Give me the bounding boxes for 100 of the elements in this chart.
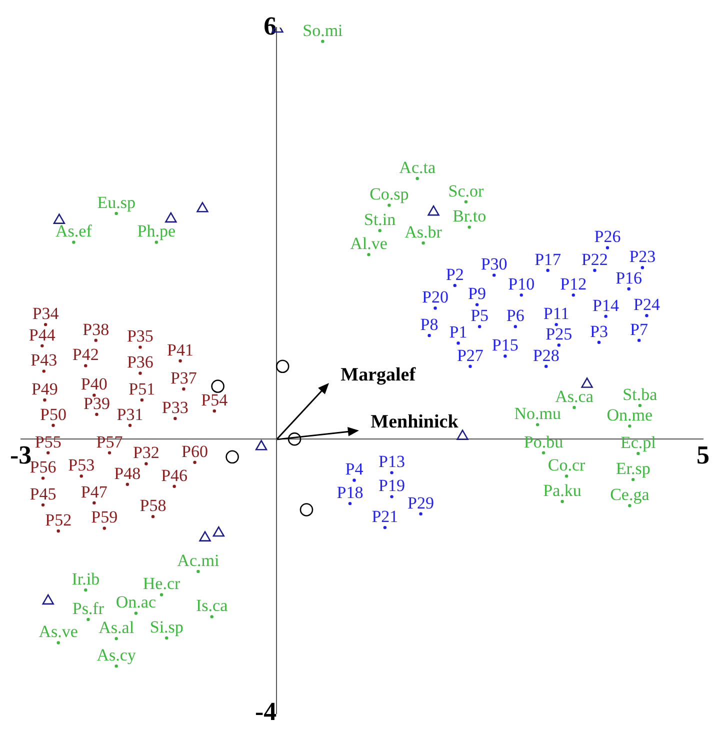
point <box>160 593 164 596</box>
point <box>40 344 44 348</box>
point <box>628 504 632 508</box>
data-label: As.ve <box>38 622 78 642</box>
point <box>165 212 177 223</box>
data-label: P9 <box>468 284 486 304</box>
point <box>581 378 593 388</box>
data-label: P13 <box>378 452 405 472</box>
data-label: P27 <box>456 346 484 365</box>
point <box>43 398 46 402</box>
data-label: Ph.pe <box>137 222 176 241</box>
data-label: P16 <box>616 268 642 288</box>
x-tick-label: 5 <box>696 440 710 470</box>
data-label: P35 <box>126 326 154 346</box>
annotation: Margalef <box>340 364 416 386</box>
point <box>84 364 88 368</box>
point <box>637 338 641 342</box>
data-label: P48 <box>114 464 141 483</box>
data-label: Co.cr <box>548 456 586 475</box>
point <box>126 482 130 486</box>
point <box>564 474 568 478</box>
data-label: P51 <box>128 379 156 398</box>
data-label: Pa.ku <box>543 480 582 500</box>
data-label: P58 <box>140 496 166 516</box>
point <box>174 416 177 420</box>
data-label: Sc.or <box>448 181 484 200</box>
data-label: P39 <box>83 394 110 413</box>
data-label: P1 <box>449 322 468 342</box>
point <box>422 241 425 245</box>
data-label: Eu.sp <box>97 192 136 212</box>
point <box>542 451 546 454</box>
data-label: P24 <box>633 295 660 314</box>
point <box>199 531 211 542</box>
data-label: P26 <box>594 227 621 246</box>
data-label: P53 <box>68 456 95 475</box>
data-label: Br.to <box>452 206 486 226</box>
point <box>520 293 523 297</box>
point <box>388 204 391 207</box>
data-label: P44 <box>28 325 56 344</box>
data-label: On.ac <box>116 592 156 612</box>
point <box>52 424 55 427</box>
data-label: P22 <box>581 250 608 269</box>
point <box>178 359 182 362</box>
data-label: As.ca <box>555 387 594 406</box>
point <box>182 387 186 391</box>
point <box>84 588 88 592</box>
data-label: P45 <box>30 484 56 504</box>
data-label: P15 <box>492 336 518 355</box>
point <box>416 176 419 180</box>
point <box>94 338 98 342</box>
data-label: P23 <box>629 247 656 266</box>
data-label: As.br <box>404 222 442 242</box>
point <box>172 484 176 488</box>
point <box>544 364 548 368</box>
data-label: P46 <box>161 466 188 485</box>
point <box>536 423 540 426</box>
point <box>138 346 142 349</box>
data-label: On.me <box>606 406 653 425</box>
point <box>193 460 196 464</box>
point <box>138 372 142 375</box>
point <box>468 364 472 368</box>
point <box>72 240 76 244</box>
point <box>42 594 54 605</box>
data-label: Ir.ib <box>72 569 100 588</box>
data-label: St.ba <box>622 384 658 404</box>
annotation: Menhinick <box>370 411 459 432</box>
point <box>475 303 479 306</box>
data-label: So.mi <box>302 20 344 40</box>
point <box>640 266 644 270</box>
data-label: P18 <box>336 483 364 502</box>
data-label: P25 <box>546 324 572 344</box>
point <box>44 322 48 326</box>
data-label: P59 <box>91 508 118 527</box>
point <box>276 360 290 374</box>
data-label: As.al <box>98 618 134 638</box>
point <box>196 202 208 212</box>
point <box>352 478 356 482</box>
point <box>383 526 387 530</box>
point <box>593 268 596 272</box>
point <box>196 570 200 574</box>
point <box>56 641 60 644</box>
point <box>572 406 576 410</box>
point <box>464 200 468 204</box>
point <box>42 370 46 373</box>
data-label: P21 <box>372 507 398 526</box>
data-label: P60 <box>182 442 208 461</box>
data-label: P6 <box>506 306 524 326</box>
point <box>478 325 482 328</box>
data-label: Ac.ta <box>399 158 436 177</box>
point <box>604 314 608 318</box>
data-label: P42 <box>72 345 99 364</box>
data-label: P56 <box>30 458 56 477</box>
point <box>367 253 370 256</box>
point <box>456 341 460 345</box>
point <box>226 450 239 464</box>
data-label: P36 <box>126 352 154 372</box>
point <box>144 462 148 466</box>
data-label: P40 <box>80 374 108 394</box>
point <box>56 529 60 533</box>
point <box>492 274 496 277</box>
